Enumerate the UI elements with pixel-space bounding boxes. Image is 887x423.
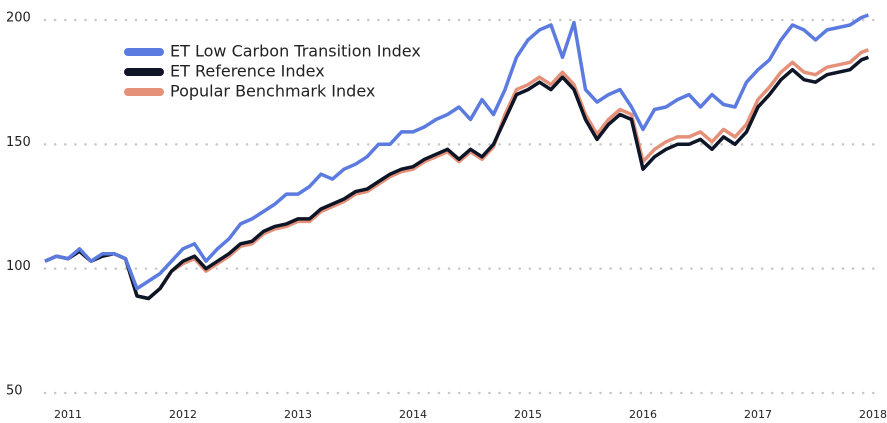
legend-label: ET Low Carbon Transition Index bbox=[170, 42, 421, 61]
x-tick-label: 2012 bbox=[169, 408, 197, 421]
y-tick-label: 150 bbox=[6, 135, 31, 150]
x-tick-label: 2016 bbox=[629, 408, 657, 421]
x-tick-label: 2011 bbox=[54, 408, 82, 421]
x-tick-label: 2018 bbox=[859, 408, 887, 421]
x-tick-label: 2013 bbox=[284, 408, 312, 421]
x-tick-label: 2015 bbox=[514, 408, 542, 421]
series-line bbox=[44, 48, 869, 301]
series-line bbox=[44, 55, 869, 301]
y-tick-label: 100 bbox=[6, 259, 31, 274]
x-tick-label: 2014 bbox=[399, 408, 427, 421]
x-tick-label: 2017 bbox=[744, 408, 772, 421]
legend-label: ET Reference Index bbox=[170, 62, 325, 81]
y-tick-label: 50 bbox=[6, 384, 23, 399]
legend-label: Popular Benchmark Index bbox=[170, 82, 375, 101]
y-tick-label: 200 bbox=[6, 11, 31, 26]
series-line bbox=[44, 13, 869, 291]
